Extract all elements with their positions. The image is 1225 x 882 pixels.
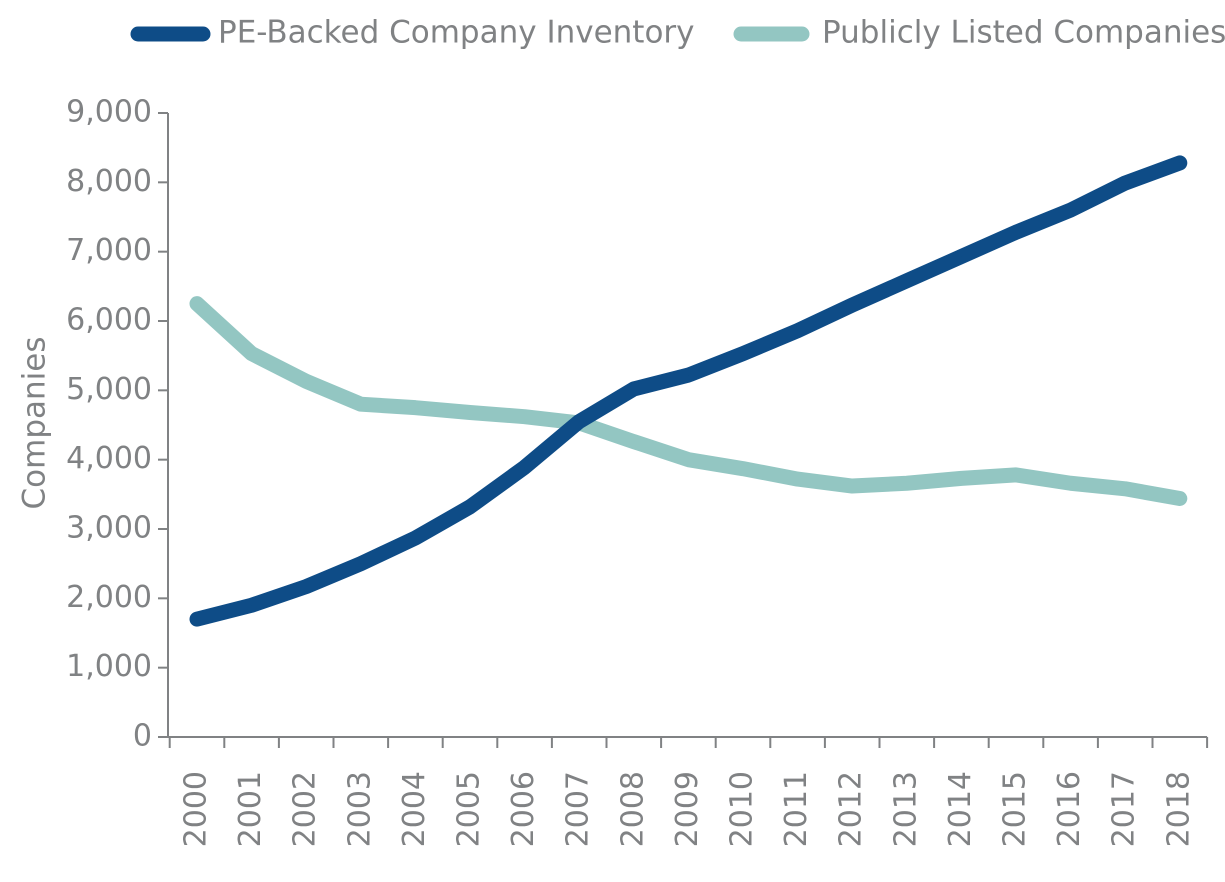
series-line-2 [189,296,1188,506]
x-tick-label: 2001 [233,771,268,847]
data-point [742,468,744,470]
y-tick-label: 3,000 [66,511,152,546]
data-point [251,353,253,355]
data-point [1015,231,1017,233]
data-point [305,586,307,588]
x-tick-label: 2004 [397,771,432,847]
y-tick-label: 5,000 [66,372,152,407]
x-tick-label: 2002 [288,771,323,847]
data-point [1179,497,1181,499]
data-point [524,416,526,418]
y-tick-label: 2,000 [66,580,152,615]
data-point [960,477,962,479]
data-point [196,618,198,620]
data-point [1015,474,1017,476]
x-tick-label: 2011 [779,771,814,847]
x-tick-label: 2005 [452,771,487,847]
data-point [1179,162,1181,164]
y-tick-label: 6,000 [66,303,152,338]
data-point [360,403,362,405]
chart-legend: PE-Backed Company Inventory Publicly List… [130,15,1225,51]
data-point [742,353,744,355]
data-point [251,604,253,606]
data-point [524,466,526,468]
y-axis-title: Companies [17,337,53,510]
x-tick-label: 2009 [670,771,705,847]
y-tick-label: 9,000 [66,95,152,130]
x-tick-label: 2015 [998,771,1033,847]
x-tick-label: 2010 [725,771,760,847]
x-tick-label: 2006 [506,771,541,847]
y-tick-label: 1,000 [66,649,152,684]
data-point [797,330,799,332]
data-point [633,388,635,390]
data-point [305,380,307,382]
x-tick-label: 2018 [1161,771,1196,847]
data-point [469,412,471,414]
x-tick-label: 2000 [179,771,214,847]
data-point [906,280,908,282]
x-tick-label: 2012 [834,771,869,847]
x-tick-label: 2008 [615,771,650,847]
legend-label: Publicly Listed Companies [822,15,1225,51]
data-point [578,421,580,423]
data-point [633,441,635,443]
data-point [360,563,362,565]
data-point [469,506,471,508]
data-point [687,374,689,376]
y-axis: 0 1,000 2,000 3,000 4,000 5,000 6,000 7,000 8,00… [66,95,169,754]
y-tick-label: 0 [133,719,152,754]
data-point [851,304,853,306]
data-point [1070,482,1072,484]
series-lines [189,155,1188,627]
data-point [1124,488,1126,490]
x-tick-label: 2007 [561,771,596,847]
x-axis: 2000 2001 2002 2003 2004 2005 2006 2007 2008 2009… [168,736,1209,847]
data-point [687,459,689,461]
x-tick-label: 2017 [1107,771,1142,847]
data-point [414,407,416,409]
data-point [1124,182,1126,184]
x-tick-label: 2003 [342,771,377,847]
y-tick-label: 7,000 [66,233,152,268]
data-point [851,485,853,487]
data-point [196,303,198,305]
data-point [906,482,908,484]
x-tick-label: 2013 [888,771,923,847]
data-point [960,256,962,258]
y-tick-label: 8,000 [66,164,152,199]
data-point [414,537,416,539]
data-point [1070,209,1072,211]
x-tick-label: 2014 [943,771,978,847]
data-point [797,478,799,480]
y-tick-label: 4,000 [66,441,152,476]
x-tick-label: 2016 [1052,771,1087,847]
legend-label: PE-Backed Company Inventory [218,15,695,51]
